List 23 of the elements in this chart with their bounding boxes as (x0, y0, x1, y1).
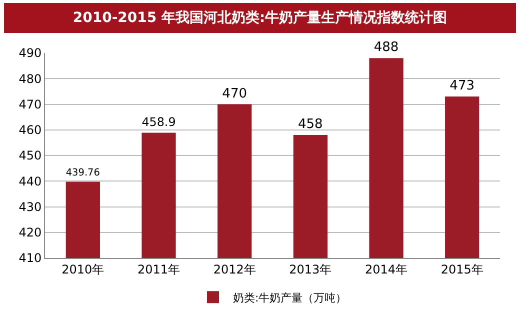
y-tick-label: 470 (18, 97, 42, 112)
y-tick-label: 480 (18, 72, 42, 86)
y-tick-label: 420 (18, 226, 42, 240)
x-tick-label: 2014年 (364, 262, 408, 276)
chart-title: 2010-2015 年我国河北奶类:牛奶产量生产情况指数统计图 (4, 3, 516, 33)
y-tick-label: 460 (18, 123, 42, 138)
y-tick-label: 430 (18, 200, 42, 214)
data-label: 470 (222, 86, 247, 102)
y-tick-label: 440 (18, 174, 42, 188)
legend-label: 奶类:牛奶产量（万吨） (233, 291, 347, 304)
data-label: 473 (450, 78, 474, 94)
x-tick-label: 2013年 (289, 262, 332, 276)
x-tick-label: 2012年 (213, 262, 256, 276)
x-tick-label: 2015年 (440, 262, 484, 276)
y-tick-label: 490 (18, 46, 42, 60)
x-tick-label: 2011年 (137, 262, 180, 276)
y-tick-label: 450 (18, 148, 42, 163)
y-tick-label: 410 (18, 251, 42, 266)
x-tick-label: 2010年 (62, 262, 104, 276)
data-label: 458 (298, 117, 323, 132)
data-label: 458.9 (142, 115, 176, 130)
data-label: 439.76 (66, 168, 100, 179)
data-label: 488 (374, 40, 399, 56)
